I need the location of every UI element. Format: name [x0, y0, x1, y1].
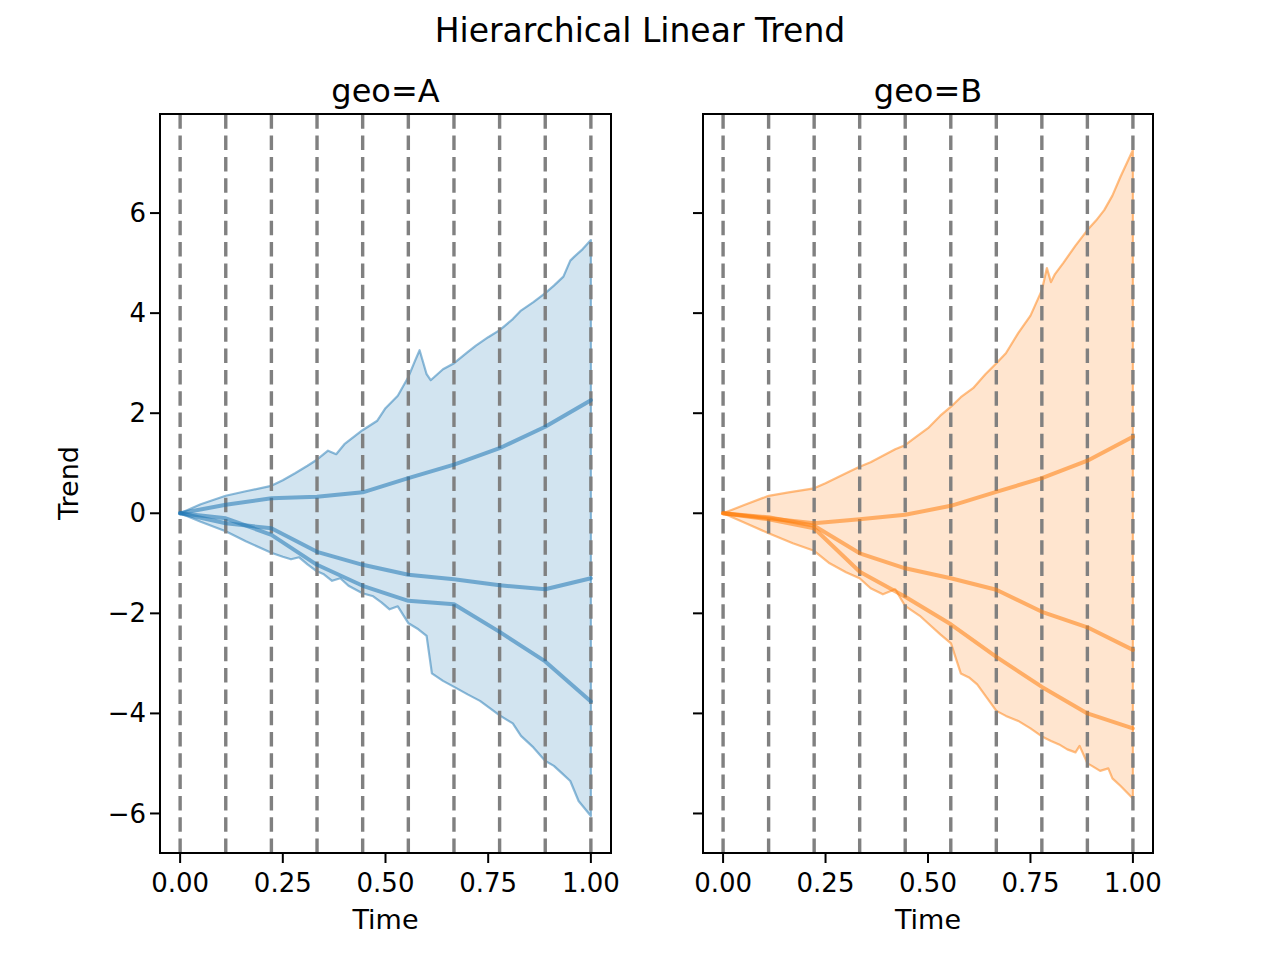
x-axis-label-geo-a: Time [160, 906, 611, 933]
figure-canvas [0, 0, 1280, 960]
x-tick-label: 0.00 [694, 870, 752, 896]
credible-interval-band [180, 240, 591, 816]
y-tick-label: 0 [129, 497, 146, 529]
x-tick-label: 0.50 [357, 870, 415, 896]
subplot-title-geo-a: geo=A [160, 75, 611, 107]
x-tick-label: 0.75 [1002, 870, 1060, 896]
subplot-geo-a [150, 114, 611, 863]
y-tick-label: 4 [129, 297, 146, 329]
x-tick-label: 0.25 [254, 870, 312, 896]
subplot-title-geo-b: geo=B [703, 75, 1153, 107]
y-tick-label: 2 [129, 397, 146, 429]
y-tick-label: −2 [108, 597, 146, 629]
y-axis-label: Trend [55, 446, 82, 520]
y-tick-label: −4 [108, 697, 146, 729]
figure-title: Hierarchical Linear Trend [0, 14, 1280, 47]
x-axis-label-geo-b: Time [703, 906, 1153, 933]
subplot-geo-b [693, 114, 1153, 863]
x-tick-label: 1.00 [562, 870, 620, 896]
x-tick-label: 1.00 [1104, 870, 1162, 896]
y-tick-label: 6 [129, 197, 146, 229]
figure: Hierarchical Linear Trend geo=A geo=B Tr… [0, 0, 1280, 960]
x-tick-label: 0.50 [899, 870, 957, 896]
x-tick-label: 0.00 [151, 870, 209, 896]
y-tick-label: −6 [108, 798, 146, 830]
x-tick-label: 0.75 [459, 870, 517, 896]
x-tick-label: 0.25 [797, 870, 855, 896]
credible-interval-band [723, 150, 1133, 799]
